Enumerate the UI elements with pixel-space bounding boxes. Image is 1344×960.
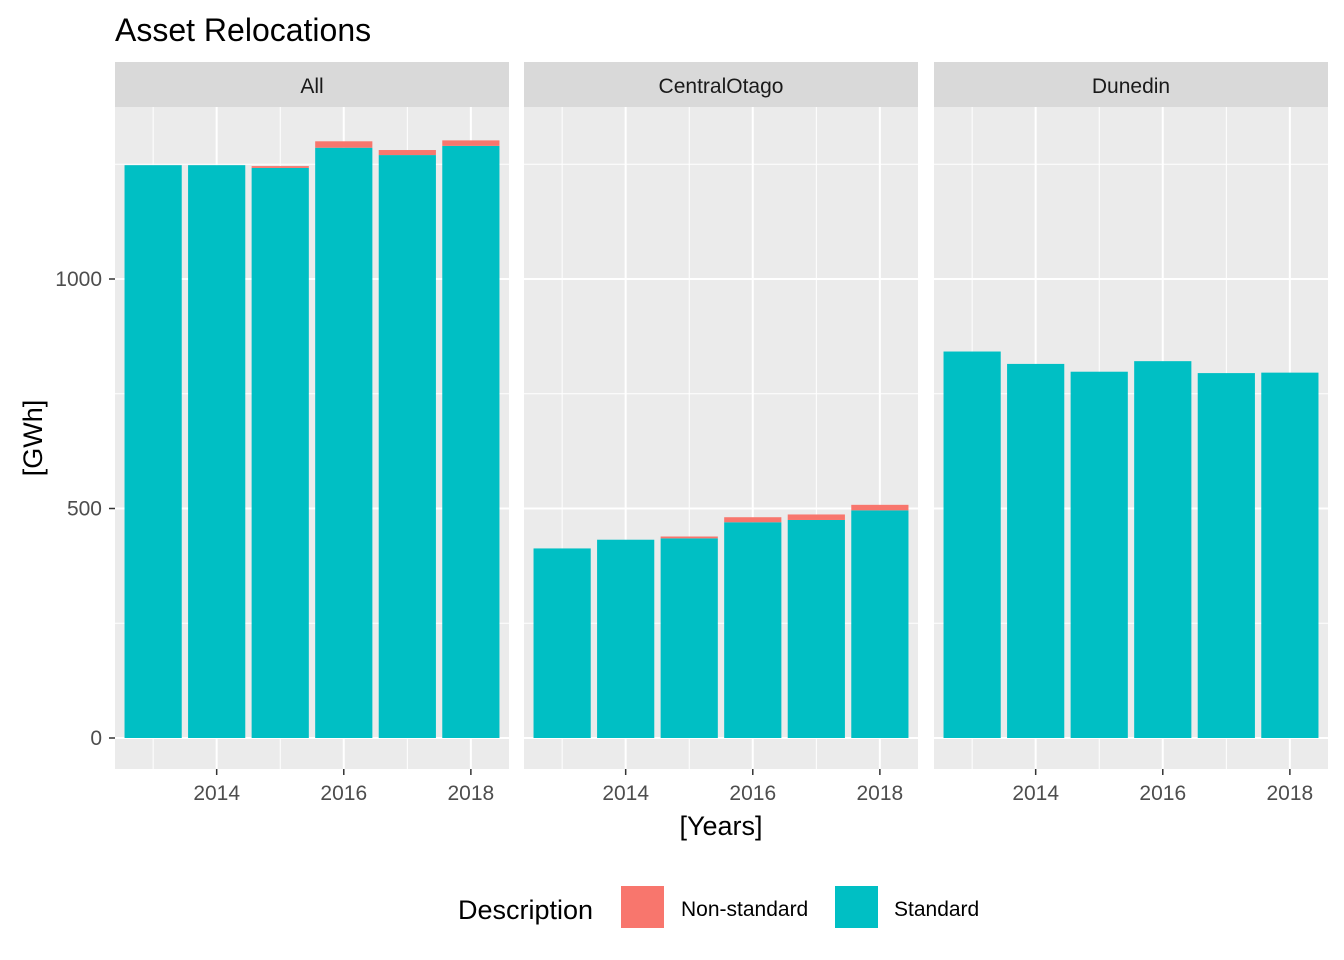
- x-tick-label: 2018: [857, 782, 904, 805]
- bar-non-standard-all-2016: [315, 141, 373, 148]
- x-tick-label: 2018: [1267, 782, 1314, 805]
- facet-panel-centralotago: CentralOtago 2014 2016 2018: [524, 62, 918, 805]
- bar-non-standard-centralotago-2016: [724, 517, 782, 523]
- bar-standard-dunedin-2015: [1070, 371, 1128, 738]
- bar-standard-all-2016: [315, 147, 373, 738]
- bar-standard-centralotago-2013: [533, 548, 591, 738]
- bar-non-standard-centralotago-2015: [660, 536, 718, 539]
- facet-strip-label: All: [300, 75, 323, 98]
- facet-panel-all: All 2014 2016 2018: [115, 62, 509, 805]
- x-axis-title: [Years]: [679, 811, 762, 841]
- x-tick-label: 2016: [320, 782, 367, 805]
- bar-standard-centralotago-2015: [660, 538, 718, 738]
- y-axis-title: [GWh]: [18, 400, 48, 477]
- facet-strip-label: Dunedin: [1092, 75, 1170, 98]
- bar-standard-centralotago-2016: [724, 522, 782, 738]
- chart-title: Asset Relocations: [115, 12, 371, 48]
- y-tick-label: 0: [90, 727, 102, 750]
- bar-standard-all-2014: [188, 165, 246, 739]
- legend-title: Description: [458, 895, 593, 925]
- bar-standard-centralotago-2017: [787, 519, 845, 738]
- x-tick-label: 2014: [602, 782, 649, 805]
- y-axis: 0 500 1000: [55, 268, 115, 750]
- x-tick-label: 2016: [1139, 782, 1186, 805]
- legend-key-non-standard: [621, 886, 664, 928]
- legend-key-standard: [835, 886, 878, 928]
- facet-strip: [934, 62, 1328, 107]
- x-tick-label: 2014: [1012, 782, 1059, 805]
- bar-standard-dunedin-2018: [1261, 372, 1319, 738]
- bar-standard-dunedin-2013: [943, 351, 1001, 738]
- bar-non-standard-all-2017: [378, 150, 436, 156]
- facet-strip: [524, 62, 918, 107]
- facet-panel-dunedin: Dunedin 2014 2016 2018: [934, 62, 1328, 805]
- x-tick-label: 2016: [729, 782, 776, 805]
- bar-standard-dunedin-2016: [1134, 361, 1192, 738]
- facet-strip: [115, 62, 509, 107]
- facet-strip-label: CentralOtago: [659, 75, 784, 98]
- bar-standard-dunedin-2017: [1197, 373, 1255, 738]
- bar-standard-all-2018: [442, 145, 500, 738]
- bar-standard-all-2017: [378, 155, 436, 738]
- bar-standard-all-2015: [251, 167, 309, 738]
- bar-standard-centralotago-2014: [597, 539, 655, 738]
- bar-non-standard-centralotago-2017: [787, 514, 845, 520]
- legend-label-standard: Standard: [894, 898, 979, 921]
- y-tick-label: 1000: [55, 268, 102, 291]
- legend: Description Non-standard Standard: [458, 886, 979, 928]
- bar-standard-all-2013: [124, 165, 182, 739]
- y-tick-label: 500: [67, 498, 102, 521]
- bar-standard-centralotago-2018: [851, 510, 909, 738]
- bar-non-standard-all-2018: [442, 140, 500, 146]
- legend-label-non-standard: Non-standard: [681, 898, 808, 921]
- bar-standard-dunedin-2014: [1007, 363, 1065, 738]
- x-tick-label: 2014: [193, 782, 240, 805]
- x-tick-label: 2018: [448, 782, 495, 805]
- bar-non-standard-centralotago-2018: [851, 504, 909, 511]
- bar-non-standard-all-2015: [251, 166, 309, 168]
